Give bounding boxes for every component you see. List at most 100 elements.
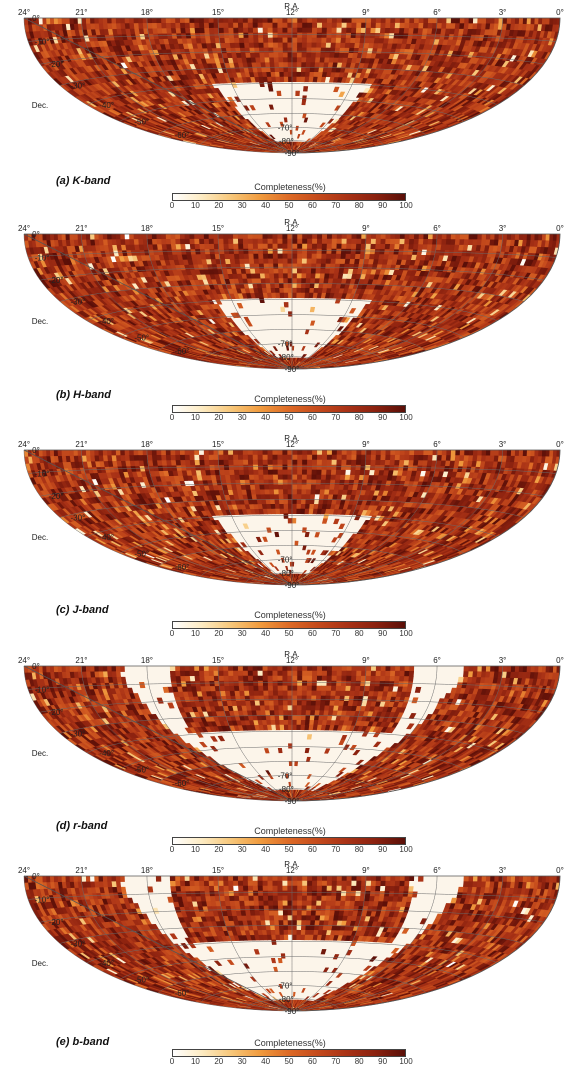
completeness-cell	[189, 18, 194, 23]
completeness-cell	[331, 38, 336, 43]
completeness-cell	[366, 239, 371, 244]
completeness-cell	[390, 239, 395, 244]
completeness-cell	[370, 23, 375, 28]
completeness-cell	[327, 18, 332, 23]
completeness-cell	[277, 28, 282, 33]
completeness-cell	[94, 18, 98, 24]
completeness-cell	[283, 283, 288, 288]
completeness-cell	[243, 244, 248, 249]
completeness-cell	[228, 239, 233, 244]
completeness-cell	[494, 234, 498, 240]
completeness-cell	[233, 18, 238, 23]
completeness-cell	[287, 48, 292, 53]
completeness-cell	[259, 298, 264, 303]
completeness-cell	[306, 264, 311, 269]
completeness-cell	[194, 239, 199, 244]
completeness-cell	[317, 23, 322, 28]
completeness-cell	[369, 33, 374, 38]
completeness-cell	[526, 234, 530, 240]
completeness-cell	[404, 239, 409, 244]
completeness-cell	[218, 23, 223, 28]
completeness-cell	[258, 43, 263, 48]
completeness-cell	[366, 23, 371, 28]
completeness-cell	[269, 63, 274, 68]
completeness-cell	[409, 234, 414, 239]
completeness-cell	[320, 264, 325, 269]
completeness-cell	[296, 288, 300, 293]
completeness-cell	[239, 254, 244, 259]
completeness-cell	[310, 63, 315, 68]
completeness-cell	[204, 18, 209, 23]
completeness-cell	[300, 293, 304, 298]
completeness-cell	[481, 234, 485, 240]
completeness-cell	[194, 234, 199, 239]
completeness-cell	[450, 240, 455, 246]
completeness-cell	[247, 23, 252, 28]
completeness-cell	[340, 38, 345, 43]
completeness-cell	[90, 234, 94, 240]
completeness-cell	[384, 28, 389, 33]
completeness-cell	[213, 239, 218, 244]
completeness-cell	[228, 244, 233, 249]
completeness-cell	[258, 33, 263, 38]
completeness-cell	[331, 28, 336, 33]
completeness-cell	[321, 33, 326, 38]
completeness-cell	[346, 244, 351, 249]
completeness-cell	[233, 28, 238, 33]
completeness-cell	[223, 18, 228, 23]
completeness-cell	[324, 269, 329, 274]
completeness-cell	[278, 279, 283, 284]
completeness-cell	[341, 18, 346, 23]
completeness-cell	[545, 234, 549, 241]
completeness-cell	[317, 239, 322, 244]
completeness-cell	[325, 264, 330, 269]
completeness-cell	[292, 63, 297, 68]
completeness-cell	[283, 288, 287, 293]
completeness-cell	[361, 239, 366, 244]
completeness-cell	[278, 48, 283, 53]
ra-tick-label: 18°	[141, 8, 153, 17]
completeness-cell	[376, 234, 381, 239]
completeness-cell	[152, 239, 157, 244]
completeness-cell	[360, 28, 365, 33]
completeness-cell	[259, 264, 264, 269]
completeness-cell	[305, 72, 310, 77]
completeness-cell	[273, 48, 278, 53]
completeness-cell	[418, 234, 423, 239]
completeness-cell	[292, 283, 296, 288]
completeness-cell	[282, 18, 287, 23]
completeness-cell	[243, 234, 248, 239]
completeness-cell	[335, 259, 340, 264]
completeness-cell	[233, 239, 238, 244]
completeness-cell	[248, 244, 253, 249]
completeness-cell	[445, 23, 450, 29]
completeness-cell	[350, 33, 355, 38]
completeness-cell	[263, 249, 268, 254]
completeness-cell	[208, 23, 213, 28]
completeness-cell	[297, 269, 302, 274]
completeness-cell	[312, 33, 317, 38]
completeness-cell	[297, 249, 302, 254]
completeness-cell	[184, 23, 189, 28]
completeness-cell	[316, 33, 321, 38]
completeness-cell	[234, 254, 239, 259]
completeness-cell	[325, 259, 330, 264]
completeness-cell	[213, 234, 218, 239]
completeness-cell	[413, 239, 418, 244]
completeness-cell	[257, 234, 262, 239]
completeness-cell	[477, 234, 482, 240]
completeness-cell	[208, 239, 213, 244]
completeness-cell	[311, 254, 316, 259]
completeness-cell	[69, 234, 73, 240]
completeness-cell	[331, 23, 336, 28]
completeness-cell	[441, 234, 446, 239]
completeness-cell	[518, 18, 522, 24]
completeness-cell	[292, 274, 297, 279]
completeness-cell	[238, 23, 243, 28]
completeness-cell	[315, 53, 320, 58]
completeness-cell	[418, 23, 423, 28]
completeness-cell	[258, 38, 263, 43]
completeness-cell	[413, 23, 418, 28]
completeness-cell	[307, 18, 312, 23]
